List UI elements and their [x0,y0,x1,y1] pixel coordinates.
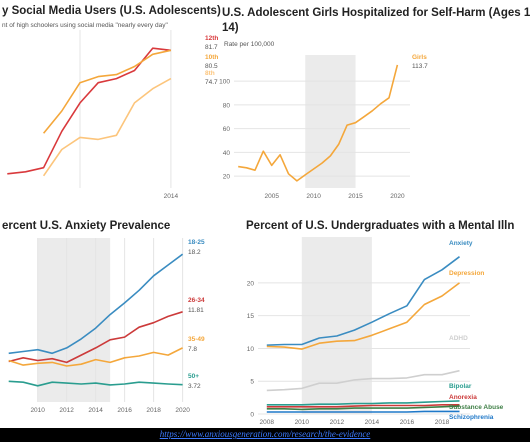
series-line-8th [42,77,172,177]
y-tick-label: 20 [247,280,255,287]
selfharm-chart-subtitle: Rate per 100,000 [224,41,275,48]
x-tick-label: 2018 [146,407,161,414]
series-label-girls: Girls [412,54,427,61]
selfharm-chart-title: U.S. Adolescent Girls Hospitalized for S… [222,7,530,19]
series-label-schizophrenia: Schizophrenia [449,414,494,421]
series-line-35-49 [8,347,183,367]
series-line-substance-abuse [266,405,460,411]
x-tick-label: 2016 [400,419,415,426]
series-label-anxiety: Anxiety [449,240,473,247]
series-label-12th: 12th [205,35,218,42]
series-label-adhd: ADHD [449,335,468,342]
y-tick-label: 80 [223,102,231,109]
charts-grid: y Social Media Users (U.S. Adolescents) … [2,5,530,426]
x-tick-label: 2015 [348,193,363,200]
x-tick-label: 2020 [390,193,405,200]
x-tick-label: 2010 [30,407,45,414]
x-tick-label: 2014 [365,419,380,426]
series-label-substance-abuse: Substance Abuse [449,404,504,411]
series-label-bipolar: Bipolar [449,383,472,390]
anxiety-prevalence-plot: 2010 2012 2014 2016 2018 2020 18-25 18.2 26-34 11… [8,238,205,414]
social-chart-subtitle: nt of high schoolers using social media … [2,22,168,29]
series-line-50 [8,380,183,387]
x-tick-label: 2016 [117,407,132,414]
x-tick-label: 2012 [330,419,345,426]
series-label-anorexia: Anorexia [449,394,477,401]
x-tick-label: 2018 [435,419,450,426]
x-tick-label: 2014 [164,193,179,200]
series-label-50: 50+ [188,373,199,380]
y-tick-label: 15 [247,313,255,320]
x-tick-label: 2008 [260,419,275,426]
series-line-18-25 [8,253,184,355]
x-tick-label: 2010 [295,419,310,426]
series-value-girls: 113.7 [412,63,428,70]
x-tick-label: 2014 [88,407,103,414]
y-tick-label: 10 [247,346,255,353]
y-tick-label: 40 [223,150,231,157]
series-value-8th: 74.7 [205,79,218,86]
series-value-12th: 81.7 [205,44,218,51]
social-chart-title: y Social Media Users (U.S. Adolescents) [2,5,221,17]
series-label-26-34: 26-34 [188,297,205,304]
series-line-anxiety [266,256,460,346]
series-label-10th: 10th [205,54,218,61]
x-tick-label: 2020 [175,407,190,414]
x-tick-label: 2012 [59,407,74,414]
series-label-35-49: 35-49 [188,336,205,343]
y-tick-label: 0 [250,412,254,419]
series-label-depression: Depression [449,270,484,277]
footer-bar: https://www.anxiousgeneration.com/resear… [0,428,530,442]
series-line-girls [238,64,399,182]
series-value-50: 3.72 [188,383,201,390]
y-tick-label: 5 [250,379,254,386]
series-value-35-49: 7.8 [188,346,197,353]
y-tick-label: 60 [223,126,231,133]
shaded-period [301,237,372,414]
anxiety-chart-title: ercent U.S. Anxiety Prevalence [2,220,170,232]
selfharm-chart-title-line2: 14) [222,22,239,34]
series-line-anorexia [266,404,460,408]
series-line-bipolar [266,400,460,406]
x-tick-label: 2005 [264,193,279,200]
y-tick-label: 20 [223,174,231,181]
shaded-period [37,238,111,402]
series-value-10th: 80.5 [205,63,218,70]
series-value-26-34: 11.81 [188,307,204,314]
series-line-adhd [266,369,460,392]
series-label-18-25: 18-25 [188,239,205,246]
series-value-18-25: 18.2 [188,249,201,256]
shaded-period [305,55,356,188]
series-line-schizophrenia [266,410,460,413]
series-line-26-34 [8,311,183,364]
series-label-8th: 8th [205,70,215,77]
x-tick-label: 2010 [306,193,321,200]
undergrad-chart-title: Percent of U.S. Undergraduates with a Me… [246,220,514,232]
source-link[interactable]: https://www.anxiousgeneration.com/resear… [159,429,371,439]
undergrad-mental-illness-plot: 2008 2010 2012 2014 2016 2018 0 5 10 15 20 Anxiety D… [247,237,504,426]
y-tick-label: 100 [219,79,230,86]
series-line-10th [42,49,172,134]
series-line-depression [266,282,460,350]
series-line-12th [7,47,171,175]
